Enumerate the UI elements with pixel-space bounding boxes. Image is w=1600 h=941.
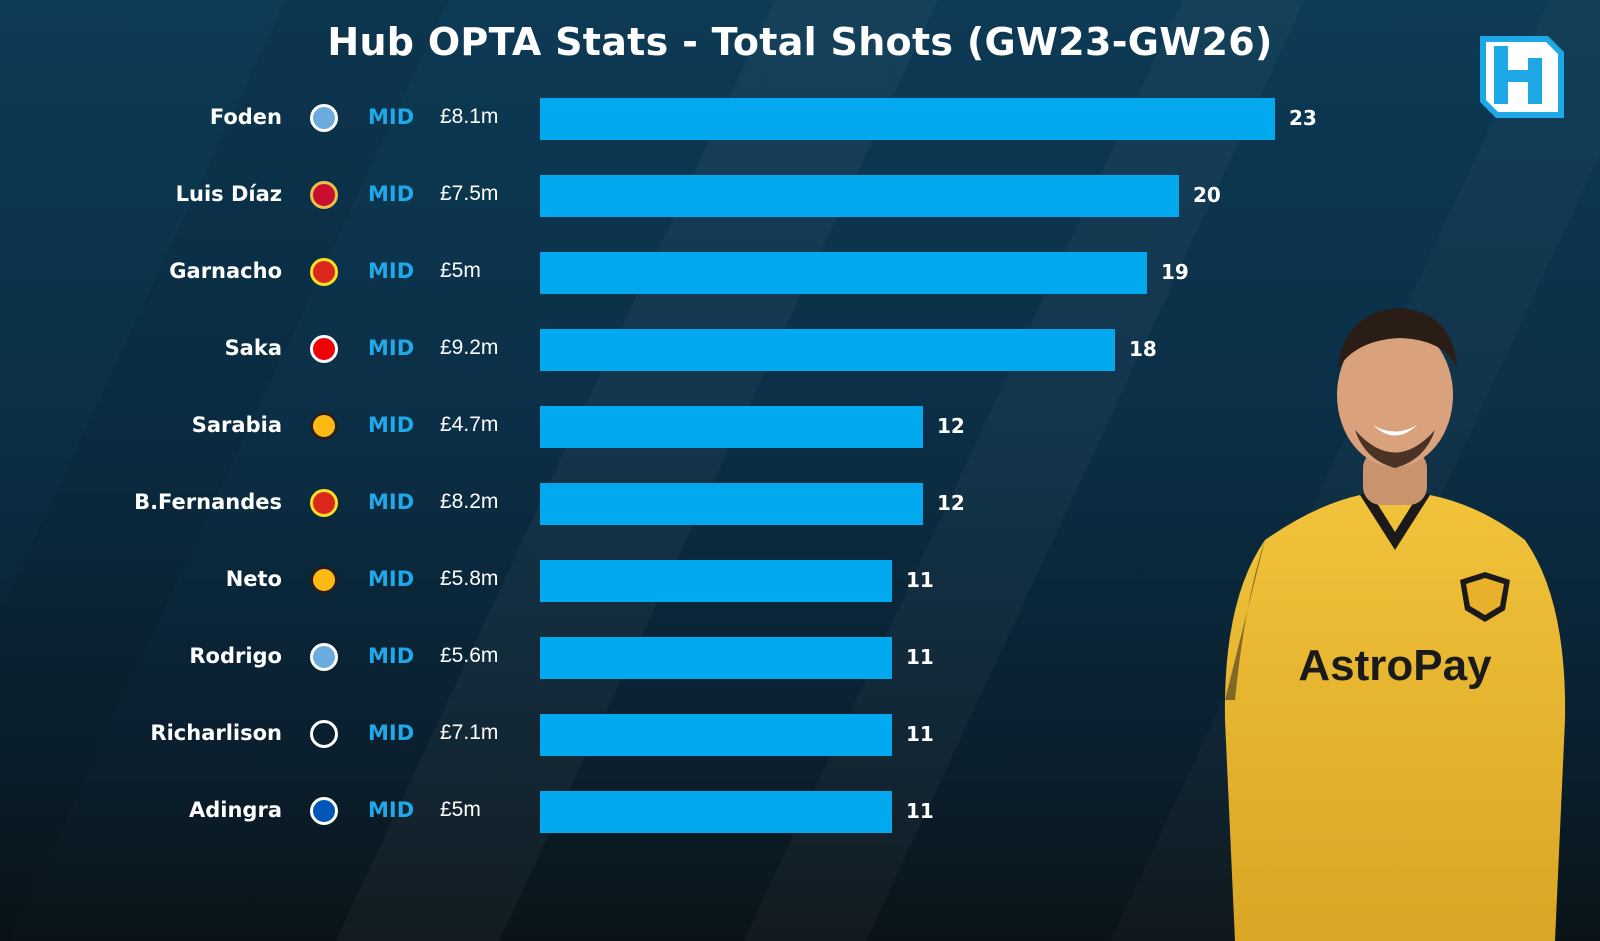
bar-value-label: 11 [906,645,934,669]
position-label: MID [368,182,415,206]
table-row: Adingra MID £5m 11 [0,789,1600,833]
bar-value-label: 18 [1129,337,1157,361]
price-label: £8.2m [440,490,499,513]
price-label: £8.1m [440,105,499,128]
man-city-crest-icon [310,104,338,132]
bar [540,252,1147,294]
table-row: Luis Díaz MID £7.5m 20 [0,173,1600,217]
bar-value-label: 20 [1193,183,1221,207]
price-label: £5.6m [440,644,499,667]
position-label: MID [368,413,415,437]
bar-value-label: 19 [1161,260,1189,284]
player-name: B.Fernandes [134,490,282,514]
price-label: £7.1m [440,721,499,744]
bar [540,791,892,833]
chart-title: Hub OPTA Stats - Total Shots (GW23-GW26) [327,20,1273,64]
bar [540,98,1275,140]
table-row: Neto MID £5.8m 11 [0,558,1600,602]
price-label: £5m [440,259,481,282]
table-row: Richarlison MID £7.1m 11 [0,712,1600,756]
player-name: Luis Díaz [175,182,282,206]
player-name: Saka [224,336,282,360]
position-label: MID [368,644,415,668]
price-label: £7.5m [440,182,499,205]
position-label: MID [368,259,415,283]
table-row: Sarabia MID £4.7m 12 [0,404,1600,448]
table-row: Rodrigo MID £5.6m 11 [0,635,1600,679]
bar [540,560,892,602]
price-label: £4.7m [440,413,499,436]
bar-value-label: 11 [906,799,934,823]
bar-value-label: 11 [906,568,934,592]
player-photo: AstroPay [1224,308,1566,941]
man-utd-crest-icon [310,489,338,517]
liverpool-crest-icon [310,181,338,209]
position-label: MID [368,567,415,591]
position-label: MID [368,490,415,514]
table-row: Saka MID £9.2m 18 [0,327,1600,371]
wolves-crest-icon [310,412,338,440]
price-label: £5m [440,798,481,821]
player-name: Richarlison [150,721,282,745]
arsenal-crest-icon [310,335,338,363]
position-label: MID [368,721,415,745]
man-utd-crest-icon [310,258,338,286]
bar-value-label: 11 [906,722,934,746]
player-name: Garnacho [169,259,282,283]
bar [540,714,892,756]
bar-value-label: 23 [1289,106,1317,130]
man-city-crest-icon [310,643,338,671]
position-label: MID [368,798,415,822]
table-row: Foden MID £8.1m 23 [0,96,1600,140]
table-row: Garnacho MID £5m 19 [0,250,1600,294]
price-label: £5.8m [440,567,499,590]
brighton-crest-icon [310,797,338,825]
player-name: Adingra [189,798,282,822]
price-label: £9.2m [440,336,499,359]
table-row: B.Fernandes MID £8.2m 12 [0,481,1600,525]
hub-logo-icon [1480,36,1564,118]
wolves-crest-icon [310,566,338,594]
bar [540,483,923,525]
player-name: Rodrigo [189,644,282,668]
sponsor-text: AstroPay [1298,641,1492,690]
wolves-badge-icon [1460,572,1510,622]
position-label: MID [368,336,415,360]
bar-value-label: 12 [937,491,965,515]
bar [540,406,923,448]
bar [540,329,1115,371]
position-label: MID [368,105,415,129]
tottenham-crest-icon [310,720,338,748]
bar-value-label: 12 [937,414,965,438]
player-name: Sarabia [191,413,282,437]
player-name: Foden [209,105,282,129]
bar [540,175,1179,217]
player-name: Neto [225,567,282,591]
bar [540,637,892,679]
